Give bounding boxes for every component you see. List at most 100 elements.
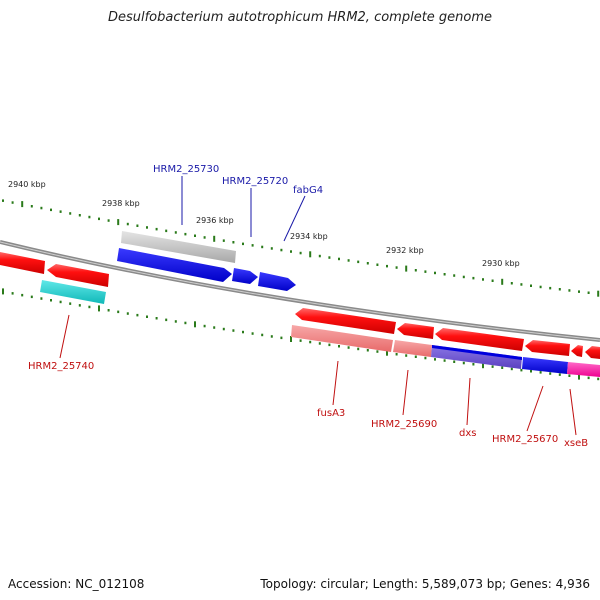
tick-mark xyxy=(376,263,379,266)
tick-mark xyxy=(222,327,225,331)
tick-mark xyxy=(146,226,148,229)
label-dxs[interactable]: dxs xyxy=(459,428,476,439)
label-fusA3[interactable]: fusA3 xyxy=(317,408,345,419)
gene-HRM2_25670[interactable] xyxy=(522,340,570,374)
tick-label-2940: 2940 kbp xyxy=(8,180,46,189)
tick-mark xyxy=(386,349,388,356)
tick-mark xyxy=(30,205,33,208)
tick-mark xyxy=(597,377,600,381)
tick-mark xyxy=(414,269,417,272)
tick-mark xyxy=(395,266,398,269)
label-HRM2_25670[interactable]: HRM2_25670 xyxy=(492,434,558,445)
leader-fabG4 xyxy=(283,195,306,242)
tick-mark xyxy=(50,299,52,302)
tick-mark xyxy=(472,363,475,366)
tick-mark xyxy=(338,345,340,348)
gene-dxs[interactable] xyxy=(431,328,524,369)
tick-mark xyxy=(558,373,561,376)
tick-mark xyxy=(549,372,552,375)
tick-mark xyxy=(174,320,177,323)
tick-mark xyxy=(107,219,110,222)
tick-mark xyxy=(290,250,292,253)
tick-mark xyxy=(232,241,235,244)
tick-mark xyxy=(530,284,532,287)
tick-row-inner xyxy=(2,288,600,381)
tick-mark xyxy=(146,315,148,318)
tick-mark xyxy=(50,208,52,212)
tick-mark xyxy=(270,247,273,250)
tick-mark xyxy=(405,265,408,272)
label-HRM2_25690[interactable]: HRM2_25690 xyxy=(371,419,437,430)
gene-HRM2_25730[interactable] xyxy=(121,231,236,263)
tick-label-2932: 2932 kbp xyxy=(386,246,424,255)
leader-HRM2_25690 xyxy=(402,369,409,416)
tick-mark xyxy=(88,305,91,309)
label-fabG4[interactable]: fabG4 xyxy=(293,185,323,196)
tick-mark xyxy=(261,333,264,337)
tick-label-2934: 2934 kbp xyxy=(290,232,328,241)
tick-mark xyxy=(59,300,62,304)
tick-mark xyxy=(568,374,571,377)
gene-HRM2_25720[interactable] xyxy=(117,248,232,282)
tick-mark xyxy=(78,214,81,217)
tick-mark xyxy=(203,324,206,328)
map-title: Desulfobacterium autotrophicum HRM2, com… xyxy=(107,10,493,25)
tick-mark xyxy=(40,206,43,210)
tick-mark xyxy=(270,335,273,338)
tick-mark xyxy=(222,239,225,242)
tick-mark xyxy=(453,274,456,277)
tick-mark xyxy=(482,278,484,281)
gene-HRM2_25740[interactable] xyxy=(40,280,106,304)
tick-mark xyxy=(242,330,244,334)
tick-mark xyxy=(376,350,379,353)
gene-fabG4[interactable] xyxy=(232,268,296,291)
tick-mark xyxy=(21,293,24,297)
tick-mark xyxy=(203,236,206,239)
tick-mark xyxy=(501,278,504,285)
tick-mark xyxy=(88,215,91,219)
label-HRM2_25730[interactable]: HRM2_25730 xyxy=(153,164,219,175)
tick-mark xyxy=(194,234,196,237)
gene-fusA3[interactable] xyxy=(291,308,396,352)
tick-mark xyxy=(520,283,523,286)
label-HRM2_25720[interactable]: HRM2_25720 xyxy=(222,176,288,187)
tick-mark xyxy=(491,279,494,282)
tick-mark xyxy=(558,288,561,291)
tick-mark xyxy=(347,259,350,262)
label-HRM2_25740[interactable]: HRM2_25740 xyxy=(28,361,94,372)
tick-mark xyxy=(472,276,475,280)
tick-mark xyxy=(309,340,312,344)
tick-mark xyxy=(318,342,321,345)
tick-mark xyxy=(386,264,388,268)
gene-left-red[interactable] xyxy=(0,252,109,287)
tick-mark xyxy=(347,346,350,349)
tick-mark xyxy=(69,212,72,215)
tick-mark xyxy=(155,227,158,231)
tick-mark xyxy=(126,222,129,226)
leader-HRM2_25740 xyxy=(59,314,70,359)
tick-mark xyxy=(462,275,465,279)
tick-mark xyxy=(395,353,398,356)
tick-mark xyxy=(357,347,360,351)
tick-mark xyxy=(165,318,168,322)
tick-mark xyxy=(78,304,81,307)
tick-mark xyxy=(117,219,120,226)
tick-mark xyxy=(194,321,196,328)
tick-mark xyxy=(366,262,369,265)
leader-fusA3 xyxy=(332,360,339,406)
tick-mark xyxy=(242,242,244,246)
tick-mark xyxy=(510,282,513,285)
tick-mark xyxy=(587,291,590,294)
tick-mark xyxy=(251,244,254,247)
tick-mark xyxy=(501,366,504,369)
tick-mark xyxy=(578,290,580,293)
tick-mark xyxy=(366,349,369,352)
tick-mark xyxy=(213,235,216,242)
tick-mark xyxy=(30,295,33,299)
label-xseB[interactable]: xseB xyxy=(564,438,588,449)
gene-HRM2_25690[interactable] xyxy=(393,323,434,357)
tick-mark xyxy=(98,305,100,312)
tick-mark xyxy=(405,354,408,357)
gene-xseB[interactable] xyxy=(567,345,600,377)
